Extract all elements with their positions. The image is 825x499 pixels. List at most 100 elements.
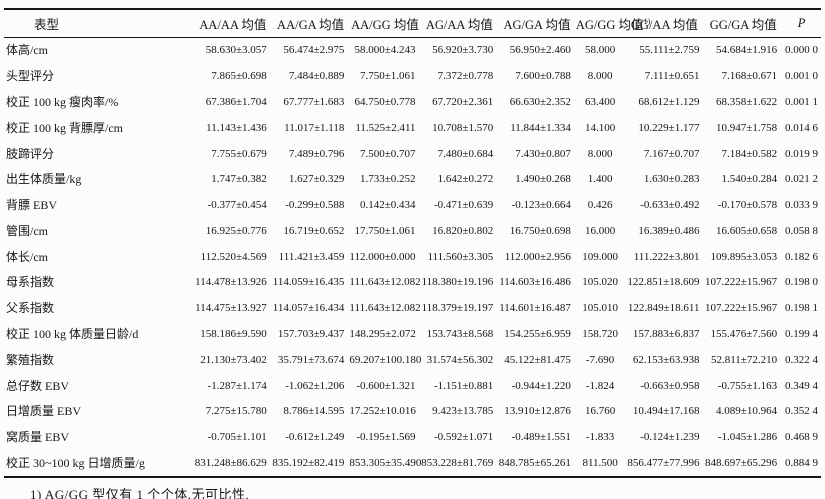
value-cell: 21.130±73.402 (200, 353, 267, 366)
row-label: 体高/cm (6, 43, 48, 58)
value-cell: 105.020 (582, 276, 618, 289)
value-cell: 114.475±13.927 (195, 302, 267, 315)
value-cell: 35.791±73.674 (277, 353, 345, 366)
value-cell: 1.540±0.284 (721, 173, 778, 186)
value-cell: 10.947±1.758 (716, 121, 778, 134)
value-cell: 155.476±7.560 (710, 327, 778, 340)
column-header-gg-ga: GG/GA 均值 (709, 18, 777, 32)
value-cell: 114.601±16.487 (499, 302, 571, 315)
value-cell: -0.944±1.220 (511, 379, 571, 392)
table-row: 管围/cm 16.925±0.776 16.719±0.652 17.750±1.06… (4, 218, 821, 244)
table-row: 体高/cm 58.630±3.057 56.474±2.975 58.000±4.24… (4, 38, 821, 64)
value-cell: 107.222±15.967 (705, 276, 778, 289)
table-body: 体高/cm 58.630±3.057 56.474±2.975 58.000±4.24… (4, 38, 821, 478)
value-cell: 8.786±14.595 (283, 405, 345, 418)
value-cell: 64.750±0.778 (354, 95, 416, 108)
value-cell: -0.471±0.639 (434, 199, 494, 212)
value-cell: 31.574±56.302 (426, 353, 494, 366)
value-cell: 154.255±6.959 (504, 327, 571, 340)
value-cell: 55.111±2.759 (639, 44, 700, 57)
table-row: 体长/cm 112.520±4.569 111.421±3.459 112.000±0… (4, 244, 821, 270)
row-label: 校正 100 kg 体质量日龄/d (6, 326, 139, 341)
column-header-ag-gg: AG/GG 均值1) (575, 16, 651, 32)
value-cell: 7.168±0.671 (721, 70, 778, 83)
table-row: 校正 30~100 kg 日增质量/g 831.248±86.629 835.192… (4, 451, 821, 478)
value-cell: 45.122±81.475 (504, 353, 571, 366)
column-header-aa-gg: AA/GG 均值 (351, 18, 419, 32)
value-cell: -1.062±1.206 (285, 379, 345, 392)
column-header-gg-aa: GG/AA 均值 (630, 18, 698, 32)
value-cell: 11.017±1.118 (284, 121, 345, 134)
row-label: 父系指数 (6, 301, 55, 316)
column-header-ag-aa: AG/AA 均值 (425, 18, 493, 32)
value-cell: 7.750±1.061 (360, 70, 416, 83)
row-label: 总仔数 EBV (6, 378, 70, 393)
value-cell: -0.612±1.249 (285, 431, 345, 444)
row-label: 头型评分 (6, 69, 55, 84)
value-cell: 0.182 6 (785, 250, 819, 263)
value-cell: 11.143±1.436 (206, 121, 267, 134)
value-cell: 11.844±1.334 (510, 121, 571, 134)
value-cell: 52.811±72.210 (710, 353, 778, 366)
value-cell: 62.153±63.938 (632, 353, 700, 366)
value-cell: 13.910±12.876 (504, 405, 571, 418)
value-cell: 58.000 (584, 44, 616, 57)
value-cell: 8.000 (587, 147, 613, 160)
value-cell: 1.642±0.272 (437, 173, 494, 186)
value-cell: -0.377±0.454 (207, 199, 267, 212)
value-cell: -0.755±1.163 (717, 379, 778, 392)
value-cell: 111.222±3.801 (633, 250, 700, 263)
value-cell: 0.019 9 (785, 147, 819, 160)
footnote-marker: 1) (643, 16, 651, 26)
value-cell: 7.275±15.780 (205, 405, 267, 418)
value-cell: 835.192±82.419 (272, 456, 345, 469)
value-cell: 1.490±0.268 (515, 173, 571, 186)
row-label: 日增质量 EBV (6, 404, 82, 419)
column-header-ag-ga: AG/GA 均值 (503, 18, 571, 32)
row-label: 校正 30~100 kg 日增质量/g (6, 455, 145, 470)
value-cell: -1.824 (585, 379, 615, 392)
row-label: 窝质量 EBV (6, 430, 70, 445)
value-cell: -1.833 (585, 431, 615, 444)
value-cell: 109.000 (582, 250, 618, 263)
value-cell: 122.851±18.609 (627, 276, 700, 289)
value-cell: 148.295±2.072 (349, 327, 416, 340)
value-cell: 112.000±2.956 (504, 250, 571, 263)
value-cell: -0.592±1.071 (434, 431, 494, 444)
value-cell: 10.708±1.570 (432, 121, 494, 134)
value-cell: 67.720±2.361 (432, 95, 494, 108)
row-label: 校正 100 kg 背膘厚/cm (6, 120, 123, 135)
value-cell: 8.000 (587, 70, 613, 83)
value-cell: 0.058 8 (785, 224, 819, 237)
value-cell: 158.720 (582, 327, 618, 340)
value-cell: 105.010 (582, 302, 618, 315)
value-cell: 107.222±15.967 (705, 302, 778, 315)
value-cell: 856.477±77.996 (627, 456, 700, 469)
value-cell: -0.705±1.101 (207, 431, 267, 444)
value-cell: 9.423±13.785 (432, 405, 494, 418)
value-cell: 0.352 4 (785, 405, 819, 418)
table-footnote: 1) AG/GG 型仅有 1 个个体,无可比性. (30, 487, 250, 499)
table-row: 背膘 EBV -0.377±0.454 -0.299±0.588 0.142±0.43… (4, 193, 821, 219)
value-cell: 831.248±86.629 (194, 456, 267, 469)
table-row: 肢蹄评分 7.755±0.679 7.489±0.796 7.500±0.707 7.4… (4, 141, 821, 167)
value-cell: 7.500±0.707 (360, 147, 416, 160)
value-cell: 16.605±0.658 (716, 224, 778, 237)
value-cell: 56.950±2.460 (509, 44, 571, 57)
value-cell: 68.358±1.622 (716, 95, 778, 108)
value-cell: 68.612±1.129 (638, 95, 700, 108)
value-cell: 0.199 4 (785, 327, 819, 340)
value-cell: -0.170±0.578 (717, 199, 778, 212)
value-cell: 0.426 (587, 199, 613, 212)
value-cell: -0.124±1.239 (640, 431, 700, 444)
genotype-phenotype-means-table: 表型 AA/AA 均值 AA/GA 均值 AA/GG 均值 AG/AA 均值 AG/GA … (4, 8, 821, 479)
value-cell: 1.630±0.283 (643, 173, 700, 186)
value-cell: -0.299±0.588 (285, 199, 345, 212)
value-cell: 7.372±0.778 (437, 70, 494, 83)
column-header-aa-aa: AA/AA 均值 (199, 18, 267, 32)
table-row: 总仔数 EBV -1.287±1.174 -1.062±1.206 -0.600±1.… (4, 373, 821, 399)
value-cell: -1.287±1.174 (207, 379, 267, 392)
value-cell: 0.001 1 (785, 95, 819, 108)
table-row: 校正 100 kg 体质量日龄/d 158.186±9.590 157.703±9.… (4, 322, 821, 348)
